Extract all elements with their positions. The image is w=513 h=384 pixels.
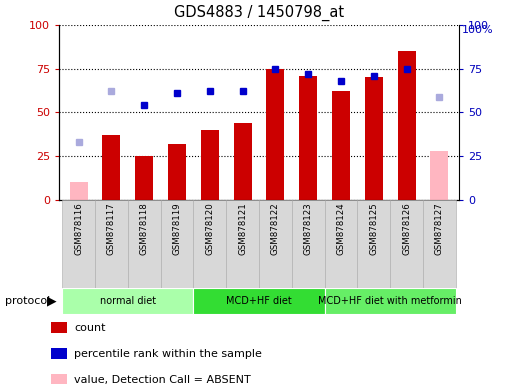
Bar <box>201 130 219 200</box>
Bar <box>332 91 350 200</box>
Bar <box>259 200 292 288</box>
Text: normal diet: normal diet <box>100 296 156 306</box>
Bar <box>193 200 226 288</box>
Bar <box>62 288 193 314</box>
Text: GSM878127: GSM878127 <box>435 202 444 255</box>
Bar <box>358 200 390 288</box>
Text: GSM878124: GSM878124 <box>337 202 346 255</box>
Text: GSM878125: GSM878125 <box>369 202 379 255</box>
Bar <box>128 200 161 288</box>
Text: value, Detection Call = ABSENT: value, Detection Call = ABSENT <box>74 375 251 384</box>
Text: GSM878118: GSM878118 <box>140 202 149 255</box>
Text: GSM878116: GSM878116 <box>74 202 83 255</box>
Bar <box>95 200 128 288</box>
Bar <box>168 144 186 200</box>
Bar <box>325 288 456 314</box>
Bar <box>161 200 193 288</box>
Text: GSM878123: GSM878123 <box>304 202 313 255</box>
Text: GSM878121: GSM878121 <box>238 202 247 255</box>
Text: count: count <box>74 323 106 333</box>
Bar <box>423 200 456 288</box>
Bar <box>390 200 423 288</box>
Text: GSM878120: GSM878120 <box>205 202 214 255</box>
Text: percentile rank within the sample: percentile rank within the sample <box>74 349 262 359</box>
Bar <box>193 288 325 314</box>
Text: GDS4883 / 1450798_at: GDS4883 / 1450798_at <box>174 5 344 21</box>
Bar <box>62 200 95 288</box>
Text: MCD+HF diet: MCD+HF diet <box>226 296 292 306</box>
Bar <box>226 200 259 288</box>
Bar <box>233 123 252 200</box>
Text: protocol: protocol <box>5 296 50 306</box>
Text: MCD+HF diet with metformin: MCD+HF diet with metformin <box>319 296 462 306</box>
Bar <box>70 182 88 200</box>
Bar <box>430 151 448 200</box>
Text: GSM878126: GSM878126 <box>402 202 411 255</box>
Bar <box>398 51 416 200</box>
Text: GSM878122: GSM878122 <box>271 202 280 255</box>
Bar <box>365 78 383 200</box>
Text: GSM878117: GSM878117 <box>107 202 116 255</box>
Bar <box>135 156 153 200</box>
Bar <box>292 200 325 288</box>
Text: GSM878119: GSM878119 <box>172 202 182 255</box>
Text: 100%: 100% <box>462 25 494 35</box>
Text: ▶: ▶ <box>47 295 56 308</box>
Bar <box>266 69 285 200</box>
Bar <box>325 200 358 288</box>
Bar <box>103 135 121 200</box>
Bar <box>299 76 317 200</box>
